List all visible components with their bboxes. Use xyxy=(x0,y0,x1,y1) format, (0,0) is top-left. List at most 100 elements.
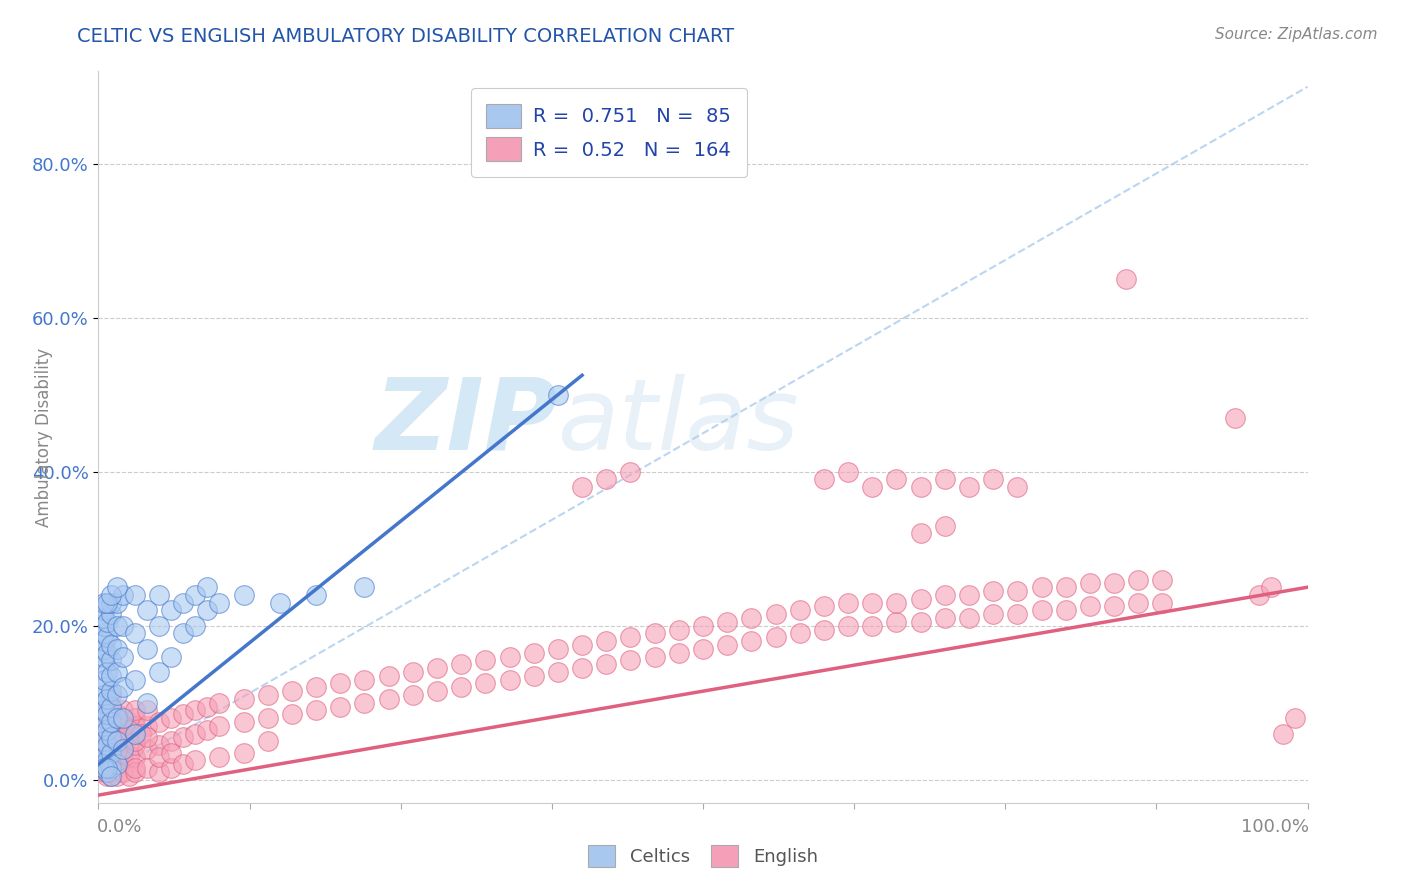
Point xyxy=(124,726,146,740)
Point xyxy=(96,754,118,768)
Point xyxy=(934,588,956,602)
Point xyxy=(93,726,115,740)
Point xyxy=(1007,607,1029,622)
Point xyxy=(93,618,115,632)
Point xyxy=(981,607,1004,622)
Point xyxy=(93,711,115,725)
Point xyxy=(232,691,254,706)
Point xyxy=(96,761,118,775)
Point xyxy=(111,588,134,602)
Point xyxy=(172,707,194,722)
Point xyxy=(353,580,375,594)
Point xyxy=(208,696,231,710)
Point xyxy=(100,607,122,622)
Point xyxy=(118,731,141,745)
Point xyxy=(111,618,134,632)
Point xyxy=(208,719,231,733)
Point xyxy=(450,681,472,695)
Point xyxy=(148,665,170,679)
Point xyxy=(1007,584,1029,599)
Point xyxy=(1007,480,1029,494)
Point xyxy=(100,699,122,714)
Point xyxy=(93,749,115,764)
Point xyxy=(111,746,134,760)
Text: atlas: atlas xyxy=(558,374,800,471)
Point xyxy=(100,761,122,775)
Point xyxy=(1054,603,1077,617)
Point xyxy=(934,518,956,533)
Point xyxy=(93,757,115,772)
Point xyxy=(716,615,738,629)
Point xyxy=(184,703,207,717)
Point xyxy=(172,731,194,745)
Point xyxy=(96,731,118,745)
Point xyxy=(172,596,194,610)
Point xyxy=(100,749,122,764)
Point xyxy=(96,630,118,644)
Point xyxy=(129,726,152,740)
Point xyxy=(93,742,115,756)
Point xyxy=(93,734,115,748)
Point xyxy=(1260,580,1282,594)
Point xyxy=(93,719,115,733)
Legend: R =  0.751   N =  85, R =  0.52   N =  164: R = 0.751 N = 85, R = 0.52 N = 164 xyxy=(471,88,747,177)
Point xyxy=(305,588,328,602)
Point xyxy=(105,580,128,594)
Point xyxy=(644,626,666,640)
Point xyxy=(105,688,128,702)
Point xyxy=(105,749,128,764)
Point xyxy=(105,738,128,752)
Text: 0.0%: 0.0% xyxy=(97,818,142,836)
Point xyxy=(1115,272,1137,286)
Point xyxy=(957,588,980,602)
Point xyxy=(111,731,134,745)
Point xyxy=(93,703,115,717)
Point xyxy=(860,618,883,632)
Point xyxy=(474,653,496,667)
Point xyxy=(93,742,115,756)
Point xyxy=(100,731,122,745)
Point xyxy=(111,734,134,748)
Point xyxy=(498,673,520,687)
Point xyxy=(619,465,641,479)
Point xyxy=(100,653,122,667)
Point xyxy=(837,618,859,632)
Point xyxy=(426,661,449,675)
Point xyxy=(1078,576,1101,591)
Point xyxy=(934,472,956,486)
Point xyxy=(135,731,157,745)
Point xyxy=(105,641,128,656)
Point xyxy=(93,719,115,733)
Point xyxy=(886,472,908,486)
Point xyxy=(160,746,183,760)
Point xyxy=(93,696,115,710)
Point xyxy=(1078,599,1101,614)
Point xyxy=(124,726,146,740)
Point xyxy=(105,618,128,632)
Point xyxy=(619,653,641,667)
Point xyxy=(93,634,115,648)
Point xyxy=(96,699,118,714)
Point xyxy=(93,711,115,725)
Point xyxy=(886,615,908,629)
Point xyxy=(100,769,122,783)
Point xyxy=(1152,596,1174,610)
Point xyxy=(232,746,254,760)
Point xyxy=(1102,599,1125,614)
Point xyxy=(100,714,122,729)
Point xyxy=(111,703,134,717)
Point xyxy=(329,676,352,690)
Point xyxy=(96,615,118,629)
Point xyxy=(100,688,122,702)
Point xyxy=(105,707,128,722)
Point xyxy=(93,641,115,656)
Point xyxy=(105,757,128,772)
Point xyxy=(124,588,146,602)
Point xyxy=(93,726,115,740)
Point xyxy=(256,711,278,725)
Point xyxy=(813,472,835,486)
Point xyxy=(208,749,231,764)
Point xyxy=(523,646,546,660)
Point xyxy=(118,769,141,783)
Point xyxy=(124,734,146,748)
